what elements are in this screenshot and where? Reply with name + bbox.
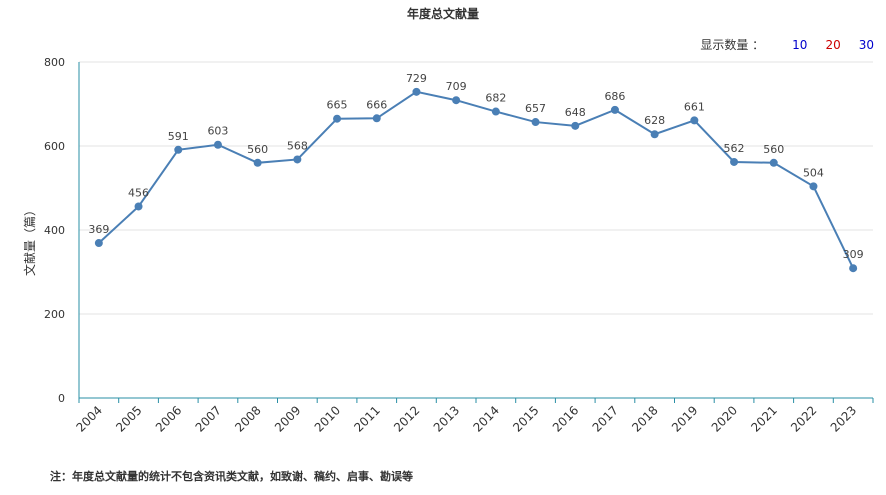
- data-label: 560: [247, 143, 268, 156]
- data-point: [372, 114, 381, 123]
- data-point: [769, 158, 778, 167]
- data-point: [809, 182, 818, 191]
- data-point: [94, 239, 103, 248]
- x-tick-label: 2015: [510, 403, 541, 434]
- series-line: [98, 90, 855, 269]
- data-label: 661: [684, 100, 705, 113]
- x-tick-label: 2009: [272, 403, 303, 434]
- data-point: [650, 130, 659, 139]
- display-count-option-20[interactable]: 20: [825, 37, 841, 52]
- data-point: [491, 107, 500, 116]
- y-tick-label: 200: [44, 308, 65, 321]
- x-tick-label: 2010: [312, 403, 343, 434]
- x-tick-label: 2017: [590, 403, 621, 434]
- x-tick-label: 2016: [550, 403, 581, 434]
- x-tick-label: 2023: [828, 403, 859, 434]
- x-tick-label: 2008: [232, 403, 263, 434]
- y-tick-label: 0: [58, 392, 65, 405]
- x-tick-label: 2005: [113, 403, 144, 434]
- y-tick-label: 600: [44, 140, 65, 153]
- data-label: 568: [287, 139, 308, 152]
- x-tick-label: 2018: [629, 403, 660, 434]
- data-point: [849, 264, 858, 273]
- x-tick-label: 2021: [748, 403, 779, 434]
- x-tick-label: 2019: [669, 403, 700, 434]
- data-label: 648: [565, 106, 586, 119]
- x-tick-label: 2011: [351, 403, 382, 434]
- y-tick-label: 800: [44, 56, 65, 69]
- data-label: 729: [406, 72, 427, 85]
- data-point: [690, 116, 699, 125]
- x-tick-label: 2007: [193, 403, 224, 434]
- data-label: 562: [724, 142, 745, 155]
- x-tick-label: 2022: [788, 403, 819, 434]
- data-label: 665: [327, 99, 348, 112]
- data-point: [412, 87, 421, 96]
- data-point: [213, 140, 222, 149]
- data-point: [333, 114, 342, 123]
- data-label: 560: [763, 143, 784, 156]
- x-tick-label: 2006: [153, 403, 184, 434]
- data-point: [571, 121, 580, 130]
- display-count-control: 显示数量 ： 10 20 30: [700, 36, 874, 53]
- data-point: [730, 157, 739, 166]
- x-tick-label: 2020: [709, 403, 740, 434]
- data-point: [134, 202, 143, 211]
- display-count-label: 显示数量 ：: [700, 38, 765, 52]
- data-label: 709: [446, 80, 467, 93]
- x-tick-label: 2013: [431, 403, 462, 434]
- data-point: [253, 158, 262, 167]
- y-axis-title: 文献量（篇）: [22, 204, 37, 276]
- data-label: 591: [168, 130, 189, 143]
- data-label: 504: [803, 166, 824, 179]
- data-label: 603: [207, 125, 228, 138]
- data-point: [452, 96, 461, 105]
- data-point: [610, 105, 619, 114]
- data-label: 657: [525, 102, 546, 115]
- data-point: [174, 145, 183, 154]
- data-point: [531, 118, 540, 127]
- data-label: 628: [644, 114, 665, 127]
- data-label: 309: [843, 248, 864, 261]
- footnote: 注：年度总文献量的统计不包含资讯类文献，如致谢、稿约、启事、勘误等: [50, 470, 413, 483]
- display-count-option-10[interactable]: 10: [792, 37, 808, 52]
- x-tick-label: 2014: [470, 403, 501, 434]
- x-tick-label: 2012: [391, 403, 422, 434]
- data-label: 686: [604, 90, 625, 103]
- display-count-option-30[interactable]: 30: [858, 37, 874, 52]
- data-label: 682: [485, 92, 506, 105]
- data-point: [293, 155, 302, 164]
- chart-title: 年度总文献量: [406, 7, 479, 21]
- data-label: 456: [128, 186, 149, 199]
- data-label: 369: [88, 223, 109, 236]
- x-tick-label: 2004: [73, 403, 104, 434]
- y-tick-label: 400: [44, 224, 65, 237]
- data-label: 666: [366, 98, 387, 111]
